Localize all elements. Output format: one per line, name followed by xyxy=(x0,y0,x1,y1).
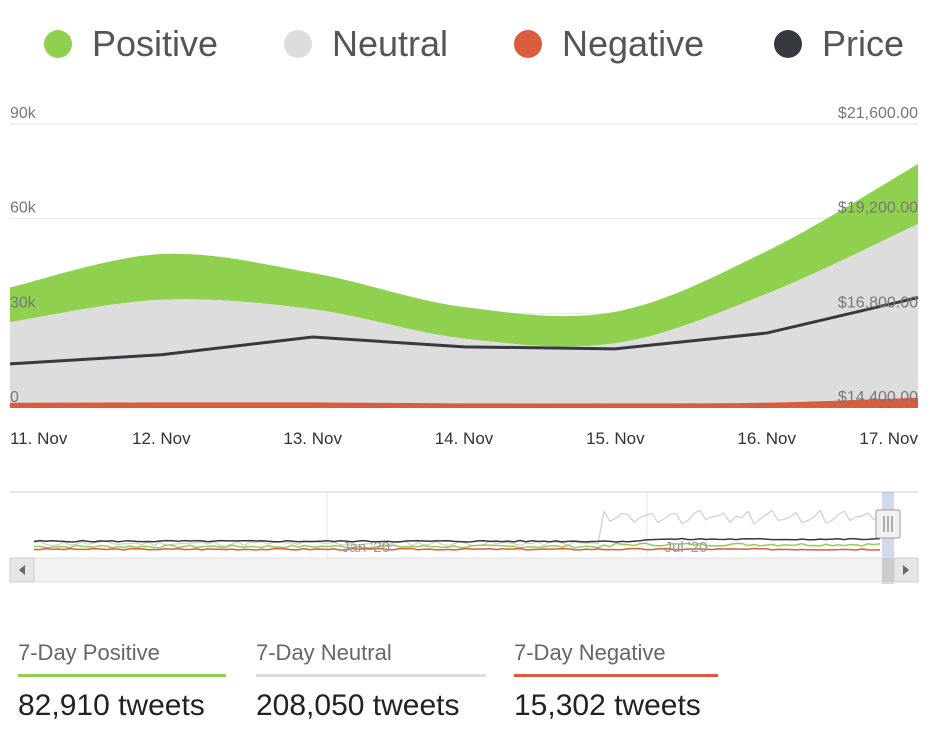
series-line-negative xyxy=(9,397,919,407)
x-axis-tick: 12. Nov xyxy=(132,429,191,448)
area-positive[interactable] xyxy=(10,164,918,347)
navigator-label: Jul '20 xyxy=(665,539,708,556)
right-axis-tick: $19,200.00 xyxy=(838,200,918,217)
navigator-scrollbar-track[interactable] xyxy=(9,557,919,583)
right-axis-tick: $14,400.00 xyxy=(838,389,918,406)
legend-dot-price-icon xyxy=(774,30,802,58)
stat-positive: 7-Day Positive 82,910 tweets xyxy=(18,640,226,723)
left-axis-tick: 0 xyxy=(10,389,19,406)
chart-legend: Positive Neutral Negative Price xyxy=(0,18,928,70)
right-axis-tick: $21,600.00 xyxy=(838,105,918,122)
stat-positive-value: 82,910 tweets xyxy=(18,689,205,722)
area-neutral[interactable] xyxy=(10,224,918,405)
stat-neutral-label: 7-Day Neutral xyxy=(256,640,486,677)
x-axis-tick: 14. Nov xyxy=(435,429,494,448)
navigator-label: Jan '20 xyxy=(342,539,390,556)
legend-item-price[interactable]: Price xyxy=(774,18,904,70)
navigator-series-negative xyxy=(33,547,881,551)
legend-dot-negative-icon xyxy=(514,30,542,58)
x-axis-tick: 15. Nov xyxy=(586,429,645,448)
legend-label-price: Price xyxy=(822,23,905,64)
x-axis-tick: 13. Nov xyxy=(283,429,342,448)
navigator-series-price xyxy=(33,537,881,543)
legend-label-negative: Negative xyxy=(562,23,705,64)
x-axis-tick: 16. Nov xyxy=(737,429,796,448)
legend-dot-positive-icon xyxy=(44,30,72,58)
legend-label-neutral: Neutral xyxy=(332,23,449,64)
legend-item-neutral[interactable]: Neutral xyxy=(284,18,448,70)
x-axis-tick: 17. Nov xyxy=(859,429,918,448)
scroll-right-arrow-icon xyxy=(903,565,909,575)
legend-dot-neutral-icon xyxy=(284,30,312,58)
navigator-series-positive xyxy=(33,542,881,549)
legend-item-positive[interactable]: Positive xyxy=(44,18,218,70)
sentiment-chart: 0 30k 60k 90k $14,400.00 $16,800.00 $19,200.00… xyxy=(9,105,919,448)
left-axis-tick: 30k xyxy=(10,294,37,311)
stat-negative-label: 7-Day Negative xyxy=(514,640,718,677)
legend-item-negative[interactable]: Negative xyxy=(514,18,704,70)
navigator-series-neutral xyxy=(33,509,881,547)
x-axis-tick: 11. Nov xyxy=(10,429,68,448)
left-axis-tick: 60k xyxy=(10,200,37,217)
stat-neutral-value: 208,050 tweets xyxy=(256,689,460,722)
weekly-stats: 7-Day Positive 82,910 tweets 7-Day Neutr… xyxy=(0,640,928,740)
stat-negative-value: 15,302 tweets xyxy=(514,689,701,722)
stat-positive-label: 7-Day Positive xyxy=(18,640,226,677)
legend-label-positive: Positive xyxy=(92,23,219,64)
navigator-scrollbar-thumb[interactable] xyxy=(882,558,894,582)
left-axis-tick: 90k xyxy=(10,105,37,122)
stat-negative: 7-Day Negative 15,302 tweets xyxy=(514,640,718,723)
stat-neutral: 7-Day Neutral 208,050 tweets xyxy=(256,640,486,723)
right-axis-tick: $16,800.00 xyxy=(838,294,918,311)
scroll-left-arrow-icon xyxy=(19,565,25,575)
range-navigator[interactable]: Jan '20 Jul '20 xyxy=(0,488,928,588)
